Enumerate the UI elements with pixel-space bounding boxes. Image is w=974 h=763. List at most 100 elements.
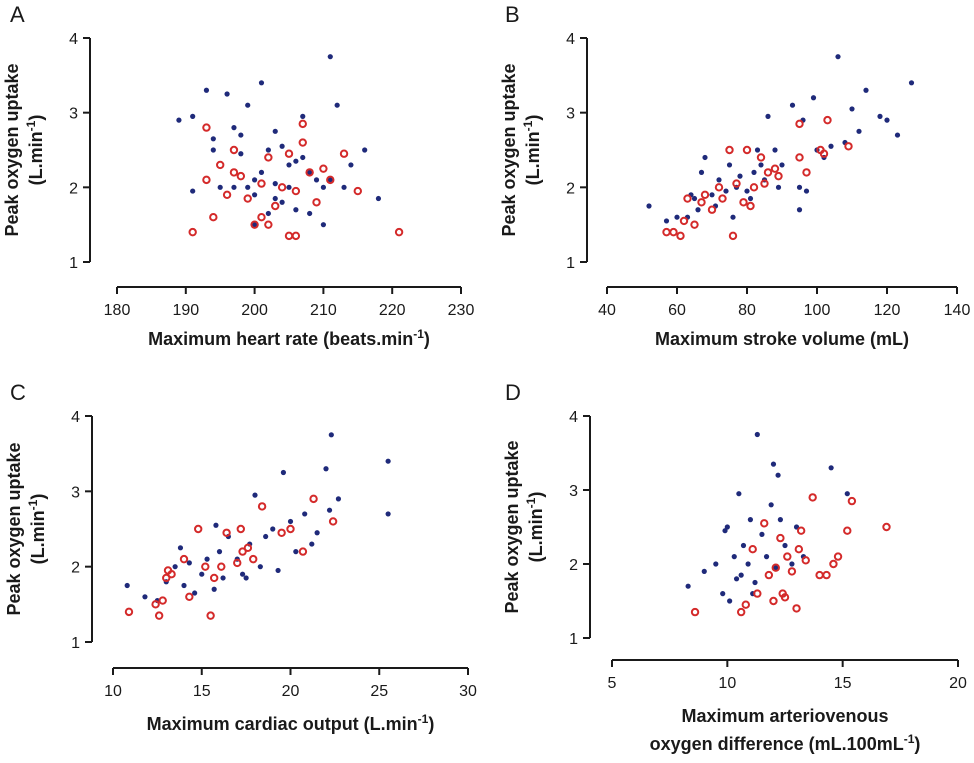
- point: [760, 519, 769, 528]
- point: [802, 168, 811, 177]
- point: [763, 554, 770, 560]
- point: [385, 511, 391, 517]
- point: [188, 227, 197, 237]
- x-tick-label: 100: [804, 302, 831, 319]
- point: [211, 586, 217, 592]
- point: [341, 184, 347, 190]
- point: [265, 210, 271, 217]
- point: [815, 570, 824, 580]
- point: [291, 231, 301, 241]
- point: [181, 582, 187, 589]
- y-tick-label: 4: [71, 409, 80, 426]
- point: [277, 528, 286, 537]
- point: [313, 177, 320, 183]
- point: [795, 153, 804, 162]
- point: [326, 507, 333, 513]
- point: [702, 154, 708, 161]
- point: [795, 119, 804, 129]
- point: [728, 231, 738, 241]
- superscript: -1: [26, 499, 40, 510]
- point: [257, 564, 263, 570]
- point: [293, 549, 299, 555]
- text-part: ): [424, 329, 430, 349]
- point: [284, 231, 294, 241]
- point: [270, 526, 276, 532]
- text-part: ): [28, 494, 48, 500]
- point: [158, 596, 167, 605]
- point: [789, 102, 796, 108]
- point: [747, 195, 754, 202]
- point: [829, 559, 838, 569]
- text-part: Maximum cardiac output (L.min: [147, 714, 418, 734]
- text-part: oxygen difference (mL.100mL: [650, 734, 904, 754]
- point: [302, 511, 308, 517]
- point: [753, 589, 762, 598]
- point: [700, 190, 710, 200]
- x-tick-label: 15: [193, 683, 211, 700]
- point: [236, 171, 246, 181]
- y-axis-label: (L.min-1): [26, 494, 48, 565]
- point: [312, 198, 321, 207]
- point: [202, 175, 211, 185]
- point: [238, 132, 244, 138]
- point: [293, 207, 299, 213]
- point: [305, 168, 314, 177]
- point: [737, 173, 743, 179]
- point: [217, 184, 223, 190]
- point: [287, 518, 294, 525]
- point: [774, 171, 783, 181]
- point: [176, 117, 182, 123]
- point: [863, 87, 869, 93]
- point: [307, 210, 313, 217]
- x-axis-label: Maximum arteriovenous: [681, 706, 888, 726]
- point: [202, 123, 211, 132]
- text-part: ): [914, 734, 920, 754]
- point: [279, 199, 285, 205]
- point: [722, 528, 728, 534]
- point: [264, 153, 273, 162]
- point: [220, 575, 226, 581]
- text-part: (L.min: [523, 131, 543, 185]
- point: [738, 572, 744, 578]
- point: [328, 432, 334, 438]
- point: [236, 524, 246, 534]
- point: [780, 593, 790, 602]
- point: [787, 567, 797, 576]
- point: [754, 147, 761, 153]
- y-tick-label: 3: [569, 483, 578, 500]
- x-tick-label: 200: [241, 302, 268, 319]
- point: [348, 162, 354, 168]
- point: [773, 565, 779, 571]
- point: [683, 194, 692, 203]
- superscript: -1: [524, 497, 538, 508]
- text-part: ): [526, 492, 546, 498]
- x-tick-label: 40: [598, 302, 616, 319]
- text-part: ): [26, 115, 46, 121]
- point: [238, 547, 247, 556]
- point: [716, 177, 722, 183]
- point: [754, 431, 760, 438]
- point: [691, 195, 698, 202]
- y-tick-label: 1: [71, 635, 80, 652]
- y-axis-label: (L.min-1): [524, 492, 546, 563]
- point: [783, 552, 792, 561]
- point: [764, 570, 774, 580]
- point: [291, 186, 301, 196]
- x-tick-label: 20: [282, 683, 300, 700]
- point: [154, 611, 164, 620]
- superscript: -1: [418, 712, 429, 726]
- point: [209, 213, 218, 222]
- point: [309, 494, 318, 504]
- point: [803, 188, 810, 194]
- point: [758, 162, 764, 168]
- x-tick-label: 10: [104, 683, 122, 700]
- point: [752, 579, 758, 586]
- point: [718, 194, 727, 203]
- point: [676, 231, 685, 241]
- text-part: (L.min: [526, 508, 546, 562]
- x-axis-label: Maximum heart rate (beats.min-1): [148, 327, 430, 349]
- point: [263, 533, 269, 540]
- point: [243, 543, 253, 553]
- point: [698, 169, 705, 175]
- point: [203, 87, 210, 93]
